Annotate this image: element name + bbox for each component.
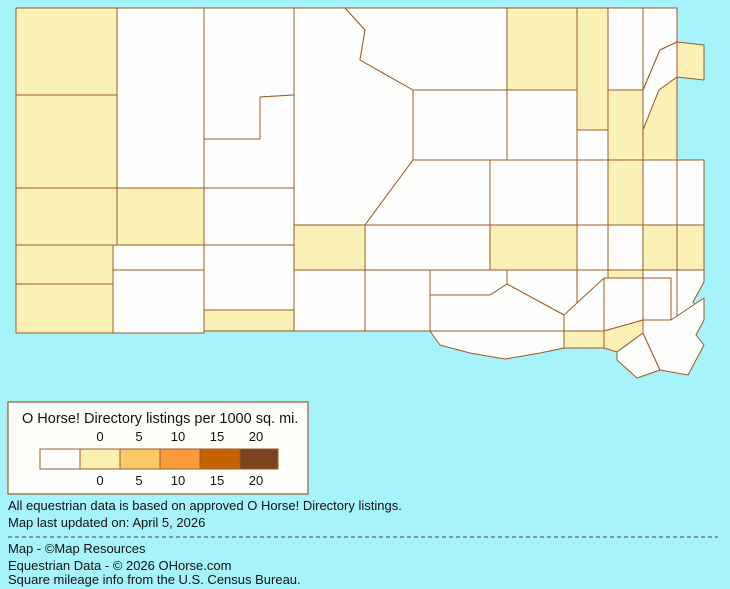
svg-text:20: 20 bbox=[249, 429, 263, 444]
svg-text:0: 0 bbox=[96, 473, 103, 488]
svg-text:20: 20 bbox=[249, 473, 263, 488]
svg-text:5: 5 bbox=[135, 429, 142, 444]
svg-text:Map - ©Map Resources: Map - ©Map Resources bbox=[8, 541, 146, 556]
svg-text:Map last updated on: April 5,: Map last updated on: April 5, 2026 bbox=[8, 515, 205, 530]
svg-text:Square mileage info from the U: Square mileage info from the U.S. Census… bbox=[8, 572, 301, 587]
svg-text:5: 5 bbox=[135, 473, 142, 488]
svg-text:15: 15 bbox=[210, 473, 224, 488]
svg-text:O Horse! Directory listings pe: O Horse! Directory listings per 1000 sq.… bbox=[22, 411, 298, 427]
svg-text:10: 10 bbox=[171, 473, 185, 488]
svg-text:0: 0 bbox=[96, 429, 103, 444]
svg-text:10: 10 bbox=[171, 429, 185, 444]
svg-text:15: 15 bbox=[210, 429, 224, 444]
svg-text:All equestrian data is based o: All equestrian data is based on approved… bbox=[8, 498, 402, 513]
svg-text:Equestrian Data - © 2026 OHors: Equestrian Data - © 2026 OHorse.com bbox=[8, 558, 231, 573]
